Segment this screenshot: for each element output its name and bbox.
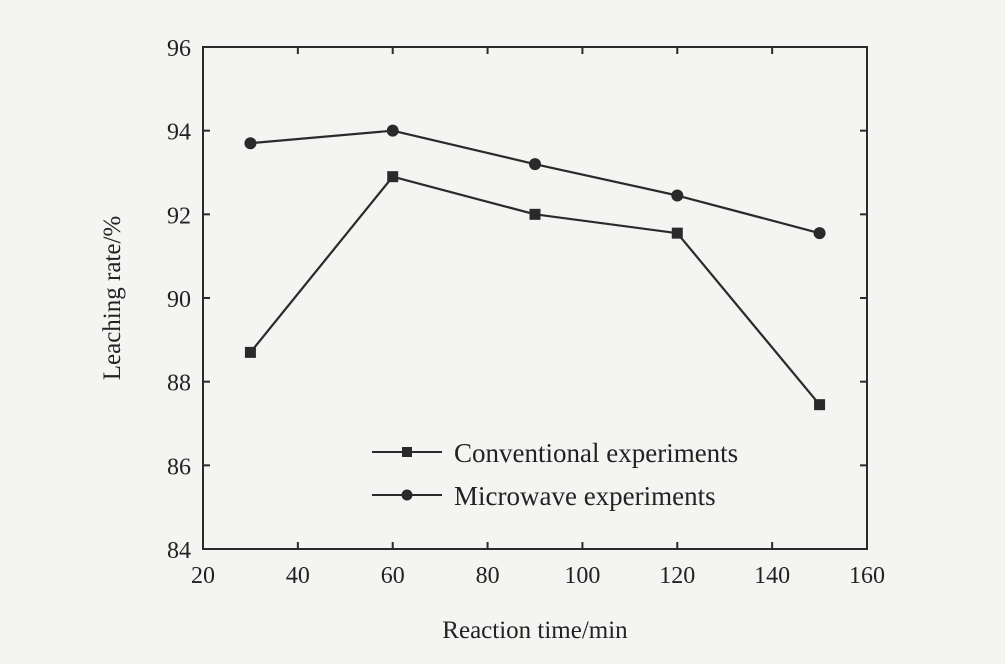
- data-point-conventional: [814, 399, 826, 411]
- x-tick-label: 60: [381, 563, 405, 589]
- data-point-microwave: [813, 227, 826, 240]
- plot-frame: [202, 46, 868, 550]
- legend-marker-conventional: [402, 447, 412, 457]
- x-tick-label: 40: [286, 563, 310, 589]
- x-tick-label: 120: [659, 563, 695, 589]
- data-point-conventional: [387, 171, 399, 183]
- y-tick-label: 90: [167, 287, 191, 313]
- series-layer: [244, 124, 826, 411]
- x-tick-label: 20: [191, 563, 215, 589]
- x-tick-label: 160: [849, 563, 885, 589]
- y-axis-title: Leaching rate/%: [99, 216, 126, 381]
- y-tick-label: 88: [167, 371, 191, 397]
- y-tick-label: 92: [167, 203, 191, 229]
- data-point-microwave: [386, 124, 399, 137]
- y-axis: 84 86 88 90 92 94 96: [167, 36, 867, 564]
- data-point-conventional: [529, 208, 541, 220]
- legend-label-microwave: Microwave experiments: [454, 481, 716, 511]
- x-axis-title: Reaction time/min: [442, 617, 628, 644]
- x-axis: 20 40 60 80 100 120 140 160: [191, 47, 885, 589]
- legend-marker-microwave: [401, 489, 413, 501]
- legend-label-conventional: Conventional experiments: [454, 438, 738, 468]
- x-tick-label: 80: [476, 563, 500, 589]
- data-point-microwave: [671, 189, 684, 202]
- x-tick-label: 140: [754, 563, 790, 589]
- y-tick-label: 84: [167, 538, 191, 564]
- y-tick-label: 94: [167, 120, 191, 146]
- data-point-conventional: [671, 227, 683, 239]
- data-point-microwave: [244, 137, 257, 150]
- y-tick-label: 96: [167, 36, 191, 62]
- y-tick-label: 86: [167, 454, 191, 480]
- data-point-microwave: [529, 158, 541, 171]
- legend: Conventional experiments Microwave exper…: [372, 438, 738, 511]
- data-point-conventional: [244, 346, 256, 358]
- x-tick-label: 100: [564, 563, 600, 589]
